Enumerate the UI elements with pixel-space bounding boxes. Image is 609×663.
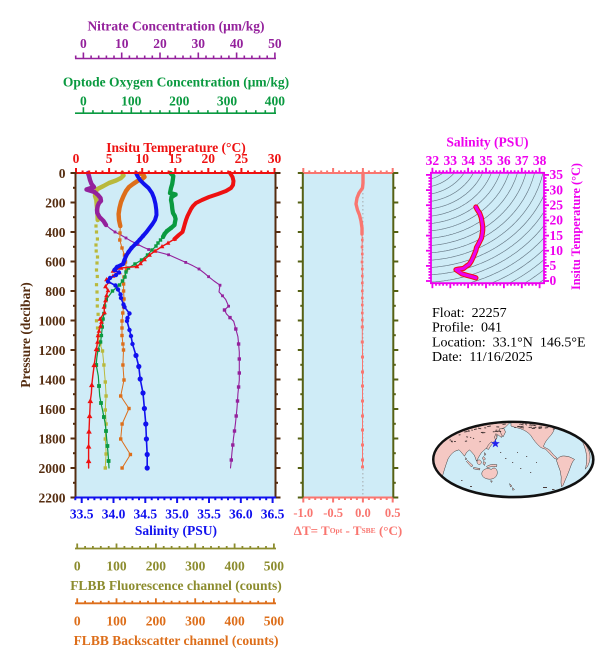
svg-text:40: 40 (230, 36, 244, 51)
svg-text:1600: 1600 (39, 402, 66, 417)
svg-text:800: 800 (45, 284, 66, 299)
svg-text:1000: 1000 (39, 314, 66, 329)
svg-text:500: 500 (264, 559, 285, 574)
svg-text:10: 10 (550, 243, 564, 258)
svg-text:0.0: 0.0 (355, 506, 371, 520)
svg-text:Float: 22257: Float: 22257 (432, 306, 507, 321)
svg-text:0.5: 0.5 (385, 506, 401, 520)
svg-text:0: 0 (80, 36, 87, 51)
svg-text:Date: 11/16/2025: Date: 11/16/2025 (432, 350, 533, 365)
svg-text:15: 15 (169, 151, 183, 166)
svg-text:100: 100 (106, 559, 127, 574)
svg-text:400: 400 (265, 93, 286, 108)
svg-text:-1.0: -1.0 (293, 506, 313, 520)
svg-text:Salinity (PSU): Salinity (PSU) (446, 135, 528, 150)
svg-text:Pressure (decibar): Pressure (decibar) (18, 282, 33, 388)
svg-text:2200: 2200 (39, 491, 66, 506)
svg-text:-0.5: -0.5 (323, 506, 343, 520)
svg-text:300: 300 (217, 93, 238, 108)
svg-text:34: 34 (461, 153, 475, 168)
svg-text:500: 500 (264, 614, 285, 629)
svg-text:2000: 2000 (39, 461, 66, 476)
svg-text:0: 0 (74, 614, 81, 629)
svg-text:400: 400 (224, 614, 245, 629)
svg-text:Nitrate Concentration (μm/kg): Nitrate Concentration (μm/kg) (87, 19, 264, 34)
svg-text:300: 300 (185, 559, 206, 574)
svg-text:35.5: 35.5 (197, 507, 221, 522)
svg-text:100: 100 (121, 93, 142, 108)
svg-text:1400: 1400 (39, 373, 66, 388)
svg-text:0: 0 (550, 273, 557, 288)
svg-text:Insitu Temperature (°C): Insitu Temperature (°C) (569, 163, 583, 290)
svg-text:Salinity (PSU): Salinity (PSU) (135, 523, 217, 538)
svg-text:15: 15 (550, 228, 564, 243)
svg-text:38: 38 (533, 153, 547, 168)
svg-text:600: 600 (45, 255, 66, 270)
svg-text:37: 37 (515, 153, 529, 168)
svg-text:FLBB Backscatter channel (coun: FLBB Backscatter channel (counts) (74, 633, 279, 648)
svg-text:30: 30 (268, 151, 282, 166)
svg-text:200: 200 (146, 559, 167, 574)
svg-text:0: 0 (59, 166, 66, 181)
svg-text:5: 5 (106, 151, 113, 166)
svg-text:Profile: 041: Profile: 041 (432, 321, 502, 336)
svg-text:200: 200 (146, 614, 167, 629)
svg-text:35.0: 35.0 (165, 507, 189, 522)
svg-text:30: 30 (192, 36, 206, 51)
svg-text:20: 20 (153, 36, 167, 51)
svg-text:20: 20 (202, 151, 216, 166)
svg-text:5: 5 (550, 258, 557, 273)
svg-text:32: 32 (426, 153, 440, 168)
svg-text:34.0: 34.0 (102, 507, 126, 522)
svg-text:25: 25 (235, 151, 249, 166)
svg-text:200: 200 (169, 93, 190, 108)
svg-text:200: 200 (45, 196, 66, 211)
svg-text:Insitu Temperature (°C): Insitu Temperature (°C) (106, 140, 245, 155)
svg-text:34.5: 34.5 (133, 507, 157, 522)
svg-text:35: 35 (550, 167, 564, 182)
svg-text:Location: 33.1°N 146.5°E: Location: 33.1°N 146.5°E (432, 335, 586, 350)
svg-text:10: 10 (115, 36, 129, 51)
svg-text:36.5: 36.5 (261, 507, 285, 522)
svg-text:35: 35 (479, 153, 493, 168)
svg-text:400: 400 (45, 225, 66, 240)
svg-text:30: 30 (550, 182, 564, 197)
svg-text:0: 0 (80, 93, 87, 108)
svg-text:33: 33 (444, 153, 458, 168)
svg-text:25: 25 (550, 197, 564, 212)
svg-text:0: 0 (74, 559, 81, 574)
svg-text:300: 300 (185, 614, 206, 629)
svg-text:Optode Oxygen Concentration (μ: Optode Oxygen Concentration (μm/kg) (63, 75, 289, 90)
svg-text:20: 20 (550, 213, 564, 228)
svg-text:FLBB Fluorescence channel (cou: FLBB Fluorescence channel (counts) (70, 578, 282, 593)
svg-text:33.5: 33.5 (70, 507, 94, 522)
svg-text:0: 0 (73, 151, 80, 166)
svg-text:1800: 1800 (39, 432, 66, 447)
svg-text:50: 50 (268, 36, 282, 51)
svg-text:100: 100 (106, 614, 127, 629)
svg-text:400: 400 (224, 559, 245, 574)
svg-text:1200: 1200 (39, 343, 66, 358)
svg-text:36.0: 36.0 (229, 507, 253, 522)
svg-text:36: 36 (497, 153, 511, 168)
svg-text:10: 10 (135, 151, 149, 166)
svg-text:ΔT= TOpt - TSBE (°C): ΔT= TOpt - TSBE (°C) (294, 523, 402, 538)
